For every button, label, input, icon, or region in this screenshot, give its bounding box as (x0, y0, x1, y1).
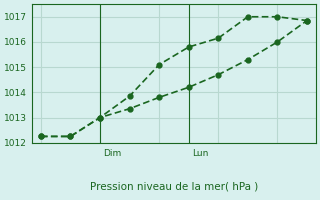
Text: Lun: Lun (192, 149, 208, 158)
X-axis label: Pression niveau de la mer( hPa ): Pression niveau de la mer( hPa ) (90, 182, 258, 192)
Text: Dim: Dim (103, 149, 121, 158)
